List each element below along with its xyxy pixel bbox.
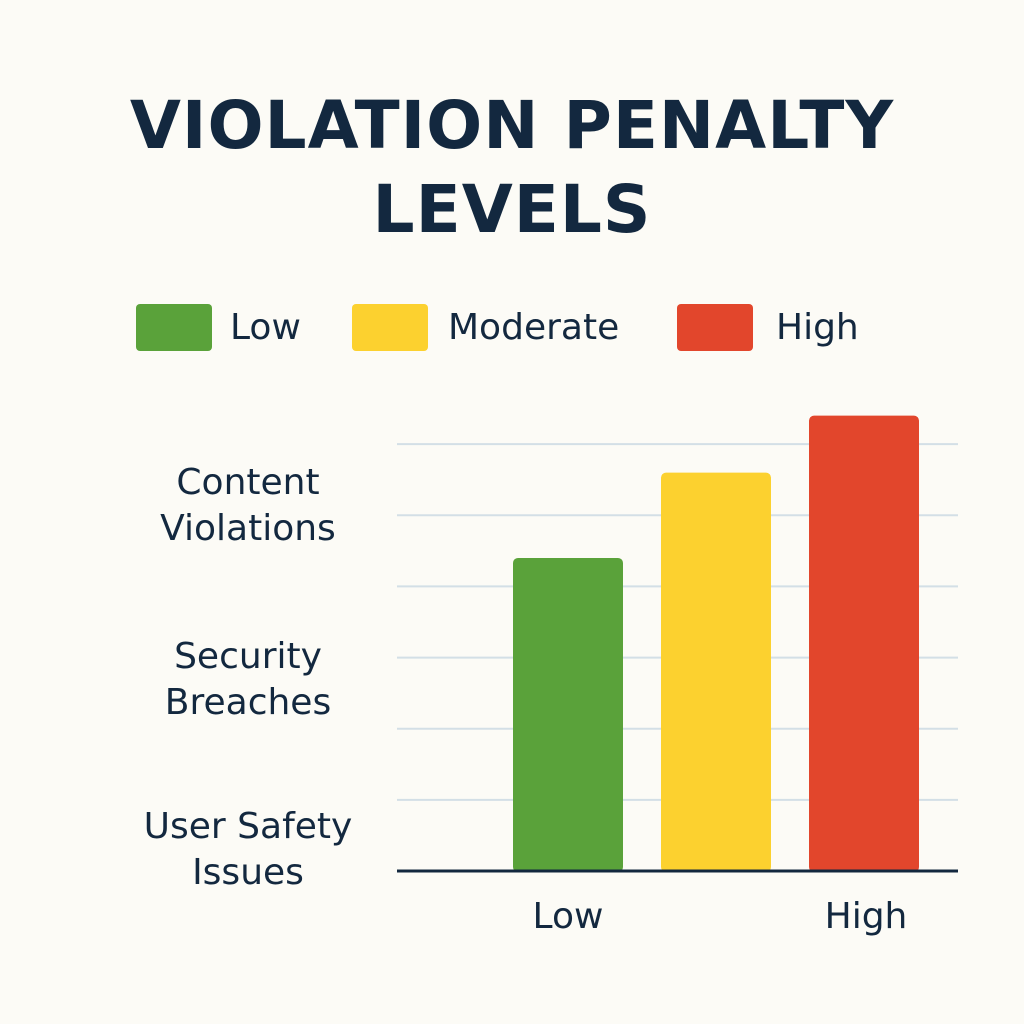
y-category-security-breaches: Security Breaches [118,634,378,726]
y-category-line: Breaches [164,682,332,723]
y-category-line: Violations [160,508,336,549]
y-category-user-safety-issues: User Safety Issues [118,804,378,896]
y-category-line: Security [174,636,322,677]
x-tick-label-high: High [825,896,908,937]
legend-swatch-high [677,304,753,351]
legend-swatch-moderate [352,304,428,351]
bars [513,415,919,872]
y-category-line: Issues [192,852,304,893]
y-category-line: Content [176,462,320,503]
y-category-line: User Safety [143,806,353,847]
legend-label-low: Low [230,307,301,348]
bar-low [513,557,623,872]
legend-swatch-low [136,304,212,351]
chart-title-line-1: VIOLATION PENALTY [129,87,895,164]
legend-label-high: High [776,307,859,348]
y-category-content-violations: Content Violations [118,460,378,552]
x-tick-label-low: Low [533,896,604,937]
bar-high [809,415,919,872]
chart-title-line-2: LEVELS [372,171,652,248]
legend-label-moderate: Moderate [448,307,620,348]
bar-moderate [661,472,771,872]
